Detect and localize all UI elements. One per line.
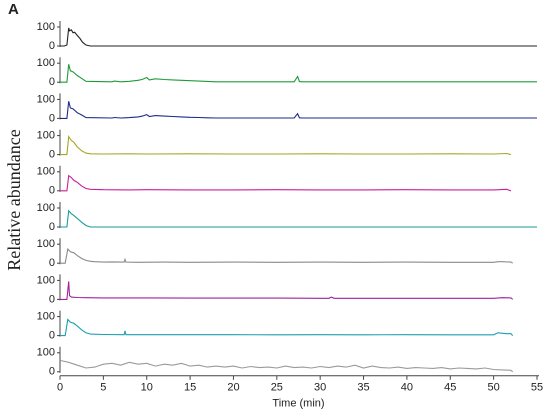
y-tick-label: 100 bbox=[37, 202, 55, 214]
x-tick-label: 5 bbox=[100, 382, 106, 394]
trace bbox=[60, 64, 537, 83]
trace bbox=[60, 135, 512, 156]
x-tick-label: 20 bbox=[227, 382, 239, 394]
y-tick-label: 0 bbox=[49, 40, 55, 52]
y-tick-label: 0 bbox=[49, 366, 55, 378]
trace bbox=[60, 27, 537, 47]
x-tick-label: 30 bbox=[314, 382, 326, 394]
trace bbox=[60, 281, 514, 300]
x-tick-label: 50 bbox=[488, 382, 500, 394]
trace bbox=[60, 174, 512, 192]
y-tick-label: 100 bbox=[37, 347, 55, 359]
trace bbox=[60, 247, 513, 264]
y-tick-label: 100 bbox=[37, 238, 55, 250]
x-axis-label: Time (min) bbox=[272, 398, 324, 410]
panel-label: A bbox=[8, 1, 19, 18]
trace bbox=[60, 318, 514, 337]
y-tick-label: 0 bbox=[49, 257, 55, 269]
x-tick-label: 0 bbox=[57, 382, 63, 394]
y-tick-label: 0 bbox=[49, 185, 55, 197]
x-tick-label: 55 bbox=[531, 382, 543, 394]
x-tick-label: 40 bbox=[401, 382, 413, 394]
y-tick-label: 100 bbox=[37, 311, 55, 323]
x-tick-label: 35 bbox=[357, 382, 369, 394]
y-tick-label: 100 bbox=[37, 21, 55, 33]
y-tick-label: 100 bbox=[37, 93, 55, 105]
y-tick-label: 100 bbox=[37, 166, 55, 178]
x-tick-label: 45 bbox=[444, 382, 456, 394]
trace bbox=[60, 101, 537, 119]
trace bbox=[60, 209, 537, 228]
y-tick-label: 0 bbox=[49, 112, 55, 124]
y-tick-label: 0 bbox=[49, 221, 55, 233]
y-tick-label: 100 bbox=[37, 274, 55, 286]
y-tick-label: 0 bbox=[49, 330, 55, 342]
y-tick-label: 0 bbox=[49, 76, 55, 88]
y-axis-label: Relative abundance bbox=[4, 129, 24, 270]
y-tick-label: 0 bbox=[49, 149, 55, 161]
x-tick-label: 15 bbox=[184, 382, 196, 394]
y-tick-label: 100 bbox=[37, 57, 55, 69]
x-tick-label: 25 bbox=[271, 382, 283, 394]
x-tick-label: 10 bbox=[141, 382, 153, 394]
y-tick-label: 100 bbox=[37, 130, 55, 142]
trace bbox=[59, 359, 514, 373]
y-tick-label: 0 bbox=[49, 293, 55, 305]
